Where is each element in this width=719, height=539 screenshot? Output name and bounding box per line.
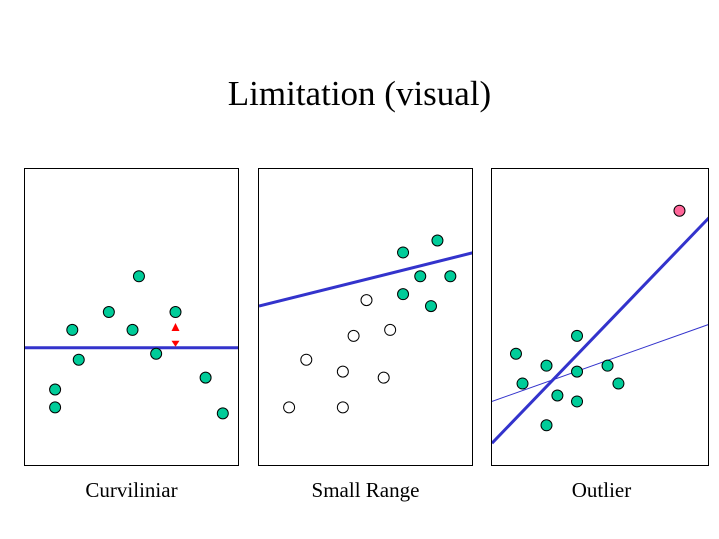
data-point-unsampled — [377, 371, 390, 384]
data-point-points — [126, 323, 139, 336]
chart-panel-curviliniar — [24, 168, 239, 466]
data-point-points — [49, 383, 62, 396]
data-point-points — [509, 347, 522, 360]
chart-svg-curviliniar — [25, 270, 238, 420]
data-point-points — [132, 270, 145, 283]
regression-line-fit — [259, 251, 472, 308]
chart-caption-outlier: Outlier — [571, 478, 632, 502]
data-point-unsampled — [347, 329, 360, 342]
data-point-points — [571, 329, 584, 342]
data-point-points — [612, 377, 625, 390]
data-point-unsampled — [384, 323, 397, 336]
data-point-sampled — [444, 270, 457, 283]
data-point-points — [601, 359, 614, 372]
data-point-points — [216, 407, 229, 420]
data-point-points — [150, 347, 163, 360]
data-point-sampled — [425, 300, 437, 313]
regression-line-fit-with-outlier — [492, 216, 708, 445]
slide-title: Limitation (visual) — [227, 74, 492, 113]
data-point-sampled — [431, 234, 444, 247]
data-point-points — [102, 306, 115, 319]
data-point-points — [540, 359, 553, 372]
data-point-unsampled — [300, 353, 313, 366]
data-point-points — [72, 353, 85, 366]
data-point-points — [516, 377, 529, 390]
data-point-points — [571, 395, 584, 408]
chart-panel-outlier — [491, 168, 709, 466]
chart-caption-small-range: Small Range — [311, 478, 420, 502]
data-point-points — [571, 365, 584, 378]
data-point-points — [49, 401, 62, 414]
data-point-points — [199, 371, 212, 384]
data-point-outlier — [673, 204, 686, 217]
data-point-points — [551, 389, 564, 402]
data-point-points — [66, 323, 79, 336]
data-point-unsampled — [283, 401, 296, 414]
regression-line-fit-without-outlier — [492, 324, 708, 402]
data-point-points — [169, 306, 182, 319]
data-point-unsampled — [360, 294, 373, 307]
data-point-unsampled — [336, 365, 349, 378]
chart-panel-small-range — [258, 168, 473, 466]
data-point-points — [540, 419, 553, 432]
chart-svg-small-range — [259, 234, 472, 414]
data-point-unsampled — [336, 401, 349, 414]
chart-caption-curviliniar: Curviliniar — [85, 478, 178, 502]
residual-arrow-down-icon — [171, 340, 180, 347]
data-point-sampled — [397, 246, 410, 259]
chart-svg-outlier — [492, 204, 708, 445]
data-point-sampled — [414, 270, 427, 283]
data-point-sampled — [397, 288, 410, 301]
residual-arrow-up-icon — [171, 323, 180, 332]
